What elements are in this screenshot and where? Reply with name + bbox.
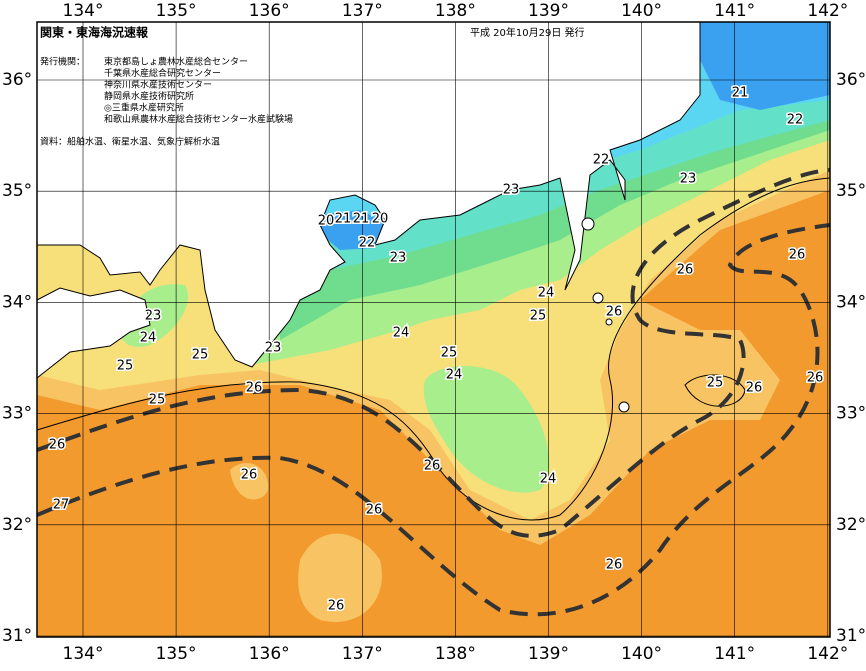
contour-label: 22	[593, 153, 610, 168]
lon-label: 140°	[621, 644, 662, 664]
issuer: 和歌山県農林水産総合技術センター水産試験場	[104, 113, 293, 125]
lat-label: 35°	[836, 181, 866, 201]
lon-label: 142°	[807, 644, 848, 664]
zone-25	[230, 462, 269, 500]
issuers: 東京都島しょ農林水産総合センター千葉県水産総合研究センター神奈川県水産技術センタ…	[104, 56, 293, 126]
contour-label: 25	[441, 346, 458, 361]
contour-label: 26	[606, 305, 623, 320]
land	[37, 22, 701, 368]
contour-label: 21	[335, 212, 352, 227]
lon-label: 134°	[63, 644, 104, 664]
data-source: 資料：船舶水温、衛星水温、気象庁解析水温	[40, 136, 220, 148]
contour-label: 26	[366, 503, 383, 518]
contour	[37, 177, 830, 521]
lat-label: 33°	[836, 404, 866, 424]
map-frame	[36, 21, 831, 638]
contour-label: 25	[117, 359, 134, 374]
contour-label: 25	[530, 309, 547, 324]
lon-label: 139°	[528, 644, 569, 664]
contour-label: 27	[53, 498, 70, 513]
zone-19	[700, 22, 830, 110]
contour-label: 24	[140, 331, 157, 346]
lat-label: 34°	[836, 292, 866, 312]
issuer: 千葉県水産総合研究センター	[104, 67, 221, 79]
issuer: 東京都島しょ農林水産総合センター	[104, 56, 248, 68]
lon-label: 139°	[528, 1, 569, 21]
island	[592, 292, 604, 304]
contour-label: 23	[390, 251, 407, 266]
contour-label: 21	[732, 86, 749, 101]
contour-label: 24	[540, 472, 557, 487]
lat-label: 31°	[836, 626, 866, 646]
lon-label: 140°	[621, 1, 662, 21]
island	[605, 318, 613, 326]
contour-label: 22	[359, 236, 376, 251]
issuer: ◎三重県水産研究所	[104, 102, 184, 114]
graticule	[37, 22, 830, 637]
lon-label: 136°	[249, 644, 290, 664]
contour-label: 24	[393, 326, 410, 341]
lat-label: 32°	[836, 515, 866, 535]
lon-label: 134°	[63, 1, 104, 21]
contour-label: 23	[145, 309, 162, 324]
contour-label: 26	[746, 381, 763, 396]
contour-label: 25	[192, 348, 209, 363]
zone-25	[298, 533, 382, 622]
lon-label: 137°	[342, 1, 383, 21]
contour-label: 24	[538, 286, 555, 301]
lat-label: 34°	[2, 292, 32, 312]
lon-label: 142°	[807, 1, 848, 21]
lon-label: 135°	[156, 1, 197, 21]
lat-label: 36°	[2, 70, 32, 90]
land	[37, 287, 151, 379]
contour	[684, 374, 746, 407]
issuer: 神奈川県水産技術センター	[104, 79, 212, 91]
lat-label: 33°	[2, 404, 32, 424]
contour-label: 25	[149, 393, 166, 408]
contour-label: 20	[372, 212, 389, 227]
contour-label: 26	[807, 371, 824, 386]
island	[618, 401, 630, 413]
contour-label: 23	[680, 172, 697, 187]
kuroshio-axis	[37, 223, 830, 617]
contour-label: 22	[787, 113, 804, 128]
lon-label: 138°	[435, 644, 476, 664]
title: 関東・東海海況速報	[40, 25, 149, 40]
contour-label: 23	[265, 341, 282, 356]
lon-label: 138°	[435, 1, 476, 21]
contour-label: 20	[318, 214, 335, 229]
contour-label: 25	[707, 376, 724, 391]
contour-label: 23	[503, 183, 520, 198]
island	[581, 217, 595, 231]
lon-label: 136°	[249, 1, 290, 21]
lon-label: 141°	[714, 1, 755, 21]
contour-label: 26	[606, 558, 623, 573]
lat-label: 31°	[2, 626, 32, 646]
contour-label: 26	[241, 468, 258, 483]
contour-label: 26	[49, 438, 66, 453]
issuers-label: 発行機関：	[40, 56, 85, 68]
lat-label: 35°	[2, 181, 32, 201]
contour-label: 26	[424, 459, 441, 474]
lon-label: 141°	[714, 644, 755, 664]
sea	[37, 22, 830, 637]
contour-label: 26	[789, 248, 806, 263]
contour-label: 26	[246, 381, 263, 396]
issue-date: 平成 20年10月29日 発行	[470, 26, 585, 39]
contour-label: 21	[353, 212, 370, 227]
zone-19	[318, 210, 385, 250]
lon-label: 135°	[156, 644, 197, 664]
lat-label: 32°	[2, 515, 32, 535]
lat-label: 36°	[836, 70, 866, 90]
lon-label: 137°	[342, 644, 383, 664]
contour-label: 26	[328, 599, 345, 614]
contour-label: 26	[677, 263, 694, 278]
issuer: 静岡県水産技術研究所	[104, 90, 194, 102]
contour-label: 24	[446, 368, 463, 383]
